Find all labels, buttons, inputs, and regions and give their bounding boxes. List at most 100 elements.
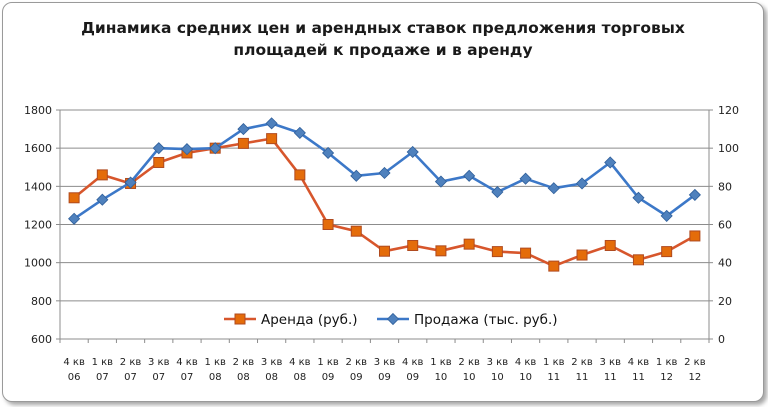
right-tick-label: 100 bbox=[718, 142, 739, 155]
legend-label-rent: Аренда (руб.) bbox=[261, 312, 358, 328]
x-tick-label-quarter: 1 кв bbox=[92, 357, 114, 368]
data-point-rent bbox=[96, 169, 108, 181]
data-point-sale bbox=[68, 212, 81, 225]
x-tick-label-quarter: 2 кв bbox=[233, 357, 255, 368]
data-point-sale bbox=[632, 191, 645, 204]
data-point-rent bbox=[604, 239, 616, 251]
right-tick-label: 20 bbox=[718, 295, 732, 308]
x-tick-label-year: 09 bbox=[322, 372, 335, 383]
x-tick-label-year: 08 bbox=[237, 372, 250, 383]
right-tick-label: 40 bbox=[718, 257, 732, 270]
left-tick-label: 800 bbox=[31, 295, 52, 308]
data-point-rent bbox=[632, 254, 644, 266]
x-tick-label-quarter: 4 кв bbox=[402, 357, 424, 368]
x-tick-label-quarter: 1 кв bbox=[204, 357, 226, 368]
chart-title-line-1: Динамика средних цен и арендных ставок п… bbox=[81, 19, 685, 37]
data-point-rent bbox=[266, 133, 278, 145]
data-point-rent bbox=[68, 192, 80, 204]
left-tick-label: 1200 bbox=[24, 219, 52, 232]
data-point-sale bbox=[406, 145, 419, 159]
right-tick-label: 0 bbox=[718, 333, 725, 346]
data-point-sale bbox=[152, 142, 165, 155]
right-tick-label: 120 bbox=[718, 104, 739, 117]
data-point-sale bbox=[491, 185, 504, 199]
x-tick-label-year: 09 bbox=[378, 372, 391, 383]
data-point-sale bbox=[321, 146, 335, 160]
data-point-sale bbox=[575, 177, 589, 190]
x-tick-label-year: 11 bbox=[632, 372, 645, 383]
data-point-sale bbox=[519, 172, 532, 185]
data-point-sale bbox=[265, 117, 278, 130]
x-tick-label-quarter: 2 кв bbox=[120, 357, 142, 368]
x-tick-label-year: 10 bbox=[435, 372, 448, 383]
x-tick-label-year: 07 bbox=[181, 372, 194, 383]
data-point-sale bbox=[237, 123, 250, 136]
x-tick-label-quarter: 2 кв bbox=[458, 357, 480, 368]
x-tick-label-year: 10 bbox=[491, 372, 504, 383]
data-point-rent bbox=[322, 219, 334, 230]
x-tick-label-year: 08 bbox=[209, 372, 222, 383]
data-point-sale bbox=[209, 142, 222, 155]
data-point-rent bbox=[379, 245, 390, 257]
data-point-sale bbox=[350, 169, 363, 182]
x-tick-label-quarter: 3 кв bbox=[261, 357, 283, 368]
x-tick-label-year: 10 bbox=[463, 372, 476, 383]
x-tick-label-year: 07 bbox=[96, 372, 109, 383]
data-point-sale bbox=[604, 156, 617, 169]
chart-title: Динамика средних цен и арендных ставок п… bbox=[3, 17, 763, 61]
data-point-sale bbox=[378, 166, 391, 180]
x-tick-label-year: 07 bbox=[124, 372, 137, 383]
data-point-sale bbox=[688, 188, 701, 201]
x-tick-label-quarter: 1 кв bbox=[430, 357, 452, 368]
data-point-sale bbox=[124, 176, 137, 189]
data-point-rent bbox=[237, 137, 249, 149]
data-point-rent bbox=[576, 249, 588, 261]
left-tick-label: 1000 bbox=[24, 257, 52, 270]
data-point-rent bbox=[491, 246, 503, 258]
x-tick-label-quarter: 1 кв bbox=[543, 357, 565, 368]
x-tick-label-year: 11 bbox=[576, 372, 589, 383]
x-tick-label-year: 08 bbox=[293, 372, 306, 383]
x-tick-label-year: 12 bbox=[689, 372, 702, 383]
data-point-rent bbox=[435, 245, 447, 257]
chart-frame: Динамика средних цен и арендных ставок п… bbox=[2, 2, 764, 402]
x-tick-label-year: 08 bbox=[265, 372, 278, 383]
data-point-rent bbox=[407, 239, 419, 251]
x-tick-label-year: 11 bbox=[547, 372, 560, 383]
x-tick-label-quarter: 2 кв bbox=[571, 357, 593, 368]
x-tick-label-year: 06 bbox=[68, 372, 81, 383]
x-tick-label-quarter: 3 кв bbox=[599, 357, 621, 368]
x-tick-label-year: 09 bbox=[406, 372, 419, 383]
x-tick-label-quarter: 4 кв bbox=[628, 357, 650, 368]
data-point-rent bbox=[689, 230, 701, 242]
data-point-sale bbox=[660, 209, 673, 222]
data-point-rent bbox=[548, 260, 560, 272]
x-tick-label-quarter: 1 кв bbox=[317, 357, 339, 368]
x-tick-label-year: 10 bbox=[519, 372, 532, 383]
data-point-rent bbox=[153, 156, 165, 168]
left-tick-label: 1400 bbox=[24, 180, 52, 193]
x-tick-label-quarter: 4 кв bbox=[63, 357, 85, 368]
line-chart: 600 800 1000 1200 1400 1600 1800 0 20 40 60 80 100 12… bbox=[24, 104, 739, 383]
data-point-sale bbox=[293, 126, 306, 139]
x-tick-label-quarter: 4 кв bbox=[176, 357, 198, 368]
data-point-sale bbox=[96, 193, 109, 206]
x-tick-label-quarter: 4 кв bbox=[515, 357, 537, 368]
x-tick-label-quarter: 1 кв bbox=[656, 357, 678, 368]
chart-title-line-2: площадей к продаже и в аренду bbox=[233, 41, 533, 59]
left-tick-label: 1800 bbox=[24, 104, 52, 117]
right-tick-label: 60 bbox=[718, 219, 732, 232]
x-tick-label-quarter: 3 кв bbox=[148, 357, 170, 368]
x-tick-label-quarter: 2 кв bbox=[684, 357, 706, 368]
data-point-rent bbox=[661, 246, 673, 258]
legend-marker-rent bbox=[234, 313, 246, 325]
left-tick-label: 1600 bbox=[24, 142, 52, 155]
x-tick-label-quarter: 2 кв bbox=[346, 357, 368, 368]
data-point-sale bbox=[180, 143, 194, 156]
x-tick-label-year: 11 bbox=[604, 372, 617, 383]
data-point-rent bbox=[463, 238, 475, 250]
x-tick-label-year: 12 bbox=[660, 372, 673, 383]
x-tick-label-year: 09 bbox=[350, 372, 363, 383]
x-tick-label-quarter: 4 кв bbox=[289, 357, 311, 368]
legend-label-sale: Продажа (тыс. руб.) bbox=[414, 312, 558, 328]
